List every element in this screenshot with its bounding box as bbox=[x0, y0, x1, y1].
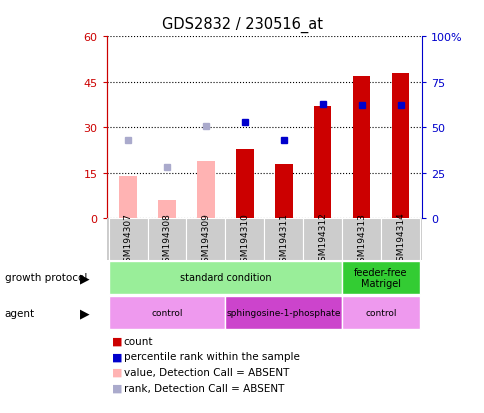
Text: percentile rank within the sample: percentile rank within the sample bbox=[123, 351, 299, 361]
Bar bbox=[236, 149, 253, 219]
Bar bbox=[108, 261, 341, 294]
Text: control: control bbox=[151, 309, 182, 317]
Text: ■: ■ bbox=[111, 367, 122, 377]
Text: ■: ■ bbox=[111, 336, 122, 346]
Bar bbox=[197, 161, 214, 219]
Bar bbox=[380, 219, 419, 260]
Bar bbox=[313, 107, 331, 219]
Text: ▶: ▶ bbox=[80, 271, 90, 284]
Bar bbox=[341, 219, 380, 260]
Text: GDS2832 / 230516_at: GDS2832 / 230516_at bbox=[162, 17, 322, 33]
Bar bbox=[341, 296, 419, 330]
Text: control: control bbox=[364, 309, 396, 317]
Bar bbox=[108, 219, 147, 260]
Bar bbox=[391, 74, 408, 219]
Bar bbox=[341, 261, 419, 294]
Text: agent: agent bbox=[5, 308, 35, 318]
Text: GSM194311: GSM194311 bbox=[279, 212, 287, 267]
Text: standard condition: standard condition bbox=[179, 273, 271, 283]
Text: value, Detection Call = ABSENT: value, Detection Call = ABSENT bbox=[123, 367, 288, 377]
Bar bbox=[352, 76, 370, 219]
Text: GSM194307: GSM194307 bbox=[123, 212, 132, 267]
Text: rank, Detection Call = ABSENT: rank, Detection Call = ABSENT bbox=[123, 383, 284, 393]
Bar bbox=[225, 296, 341, 330]
Bar bbox=[108, 296, 225, 330]
Bar bbox=[147, 219, 186, 260]
Text: ■: ■ bbox=[111, 351, 122, 361]
Text: ▶: ▶ bbox=[80, 306, 90, 319]
Text: GSM194310: GSM194310 bbox=[240, 212, 249, 267]
Text: feeder-free
Matrigel: feeder-free Matrigel bbox=[354, 267, 407, 289]
Bar bbox=[264, 219, 302, 260]
Bar bbox=[158, 201, 175, 219]
Bar bbox=[302, 219, 341, 260]
Text: GSM194313: GSM194313 bbox=[356, 212, 365, 267]
Text: GSM194309: GSM194309 bbox=[201, 212, 210, 267]
Bar bbox=[225, 219, 264, 260]
Bar bbox=[119, 176, 136, 219]
Bar bbox=[274, 164, 292, 219]
Text: ■: ■ bbox=[111, 383, 122, 393]
Text: sphingosine-1-phosphate: sphingosine-1-phosphate bbox=[226, 309, 340, 317]
Text: GSM194314: GSM194314 bbox=[395, 212, 404, 267]
Text: GSM194312: GSM194312 bbox=[318, 212, 327, 267]
Text: growth protocol: growth protocol bbox=[5, 273, 87, 283]
Text: GSM194308: GSM194308 bbox=[162, 212, 171, 267]
Text: count: count bbox=[123, 336, 153, 346]
Bar bbox=[186, 219, 225, 260]
